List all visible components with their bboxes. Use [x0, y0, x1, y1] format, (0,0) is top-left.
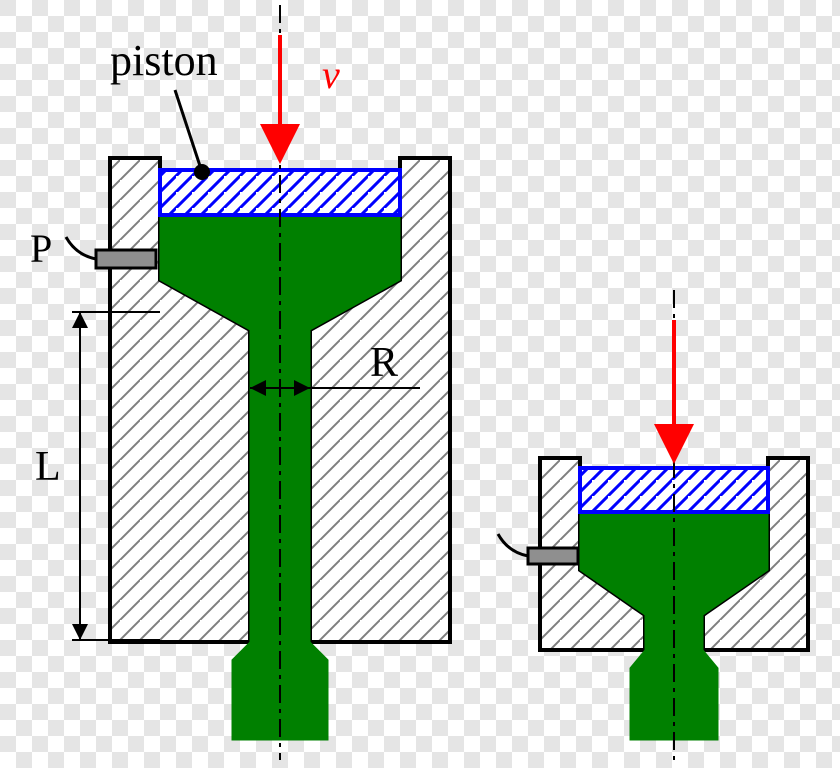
pressure-sensor	[96, 250, 156, 268]
label-R: R	[370, 340, 398, 386]
label-P: P	[30, 226, 52, 271]
piston-leader-dot	[194, 164, 210, 180]
label-L: L	[35, 444, 61, 490]
label-piston: piston	[110, 36, 218, 85]
pressure-sensor	[528, 548, 578, 564]
label-v: v	[322, 52, 340, 97]
